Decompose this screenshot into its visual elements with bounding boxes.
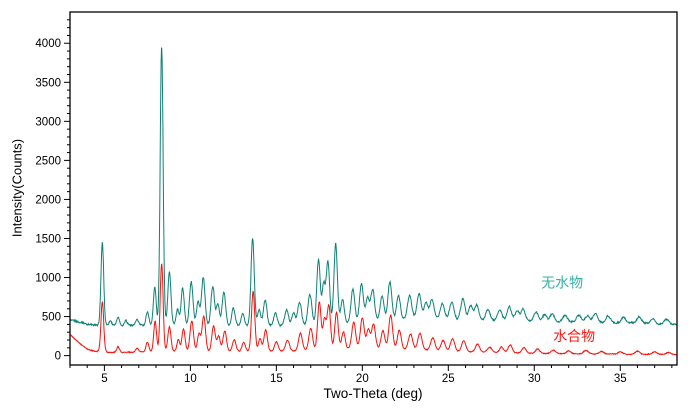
- x-tick-label: 15: [270, 373, 283, 385]
- y-tick-label: 3000: [35, 116, 61, 128]
- plot-frame: [69, 11, 678, 366]
- y-tick-label: 2500: [35, 155, 61, 167]
- x-tick-label: 35: [614, 373, 627, 385]
- y-tick-label: 1500: [35, 233, 61, 245]
- y-tick-label: 500: [42, 312, 61, 324]
- y-tick-label: 3500: [35, 77, 61, 89]
- series-label-1: 水合物: [553, 328, 595, 344]
- y-tick-label: 4000: [35, 38, 61, 50]
- x-tick-label: 30: [528, 373, 541, 385]
- x-tick-label: 20: [356, 373, 369, 385]
- trace-anhydrate: [69, 47, 678, 328]
- x-tick-label: 5: [101, 373, 107, 385]
- y-tick-label: 0: [55, 351, 61, 363]
- trace-hydrate: [69, 263, 678, 356]
- x-tick-label: 10: [184, 373, 197, 385]
- y-tick-label: 1000: [35, 273, 61, 285]
- x-tick-label: 25: [442, 373, 455, 385]
- x-axis-title: Two-Theta (deg): [323, 386, 423, 401]
- series-label-0: 无水物: [541, 275, 583, 291]
- y-axis-title: Intensity(Counts): [9, 138, 25, 238]
- y-tick-label: 2000: [35, 194, 61, 206]
